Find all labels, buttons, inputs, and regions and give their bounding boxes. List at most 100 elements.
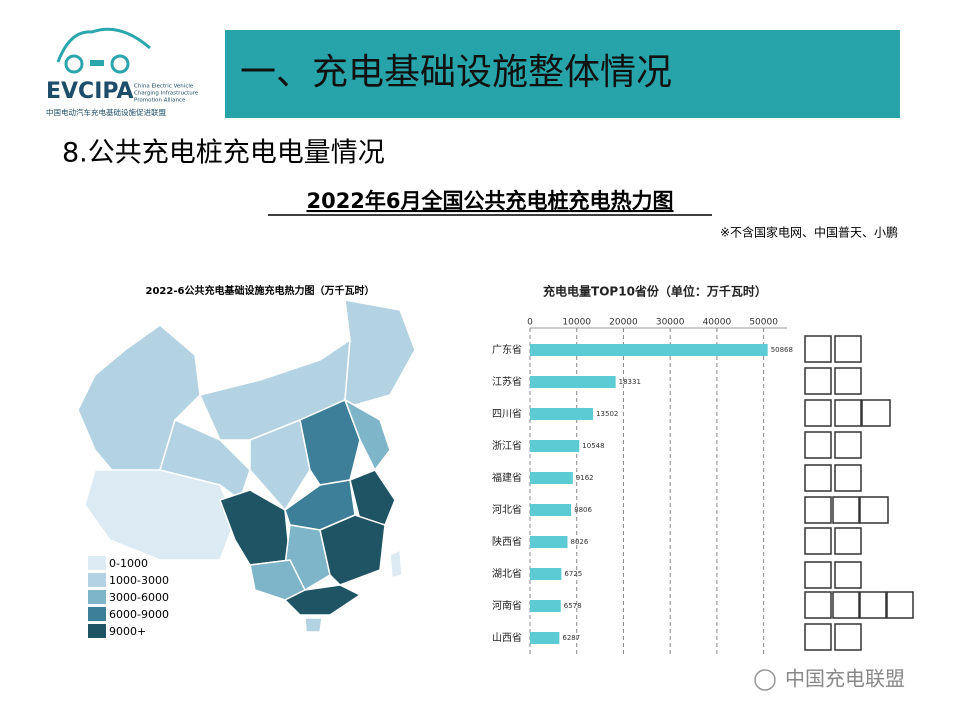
vehicle-icons bbox=[804, 335, 914, 651]
y-tick-label: 河北省 bbox=[492, 503, 522, 516]
logo-subtitle: Promotion Alliance bbox=[134, 98, 186, 104]
x-tick-label: 0 bbox=[527, 318, 533, 328]
bar bbox=[530, 632, 560, 644]
note: ※不含国家电网、中国普天、小鹏 bbox=[720, 225, 898, 240]
bar bbox=[530, 440, 580, 452]
x-tick-label: 10000 bbox=[562, 318, 591, 328]
y-tick-label: 福建省 bbox=[492, 471, 522, 484]
y-tick-label: 河南省 bbox=[492, 599, 522, 612]
icon bbox=[859, 591, 887, 619]
logo-arc bbox=[56, 27, 151, 63]
icon bbox=[834, 335, 862, 363]
icon bbox=[859, 496, 889, 524]
legend-label: 3000-6000 bbox=[109, 591, 169, 604]
icon bbox=[804, 527, 832, 555]
icon bbox=[886, 591, 914, 619]
value-label: 8806 bbox=[574, 506, 592, 514]
logo-subtitle: Charging Infrastructure bbox=[134, 91, 199, 97]
icon bbox=[834, 527, 862, 555]
watermark-icon bbox=[754, 669, 776, 691]
icon bbox=[804, 399, 832, 427]
icon bbox=[834, 464, 862, 492]
logo-wheel bbox=[110, 54, 130, 74]
logo-chinese: 中国电动汽车充电基础设施促进联盟 bbox=[46, 107, 166, 117]
map-region bbox=[344, 299, 416, 406]
icon bbox=[861, 399, 891, 427]
y-tick-label: 四川省 bbox=[492, 407, 522, 420]
map-region bbox=[349, 469, 396, 526]
watermark: 中国充电联盟 bbox=[785, 667, 905, 691]
value-label: 9162 bbox=[576, 474, 594, 482]
legend-label: 9000+ bbox=[109, 625, 146, 638]
chart-title: 充电电量TOP10省份（单位：万千瓦时） bbox=[543, 284, 767, 299]
legend-swatch bbox=[88, 573, 106, 587]
logo-plug bbox=[90, 60, 104, 66]
bar bbox=[530, 344, 768, 356]
legend-swatch bbox=[88, 607, 106, 621]
y-tick-label: 广东省 bbox=[492, 343, 522, 356]
icon bbox=[804, 335, 832, 363]
legend-label: 0-1000 bbox=[109, 557, 148, 570]
legend-swatch bbox=[88, 590, 106, 604]
map-region bbox=[283, 584, 362, 616]
y-tick-label: 湖北省 bbox=[492, 567, 522, 580]
legend-swatch bbox=[88, 556, 106, 570]
icon bbox=[834, 623, 862, 651]
map-region bbox=[319, 514, 386, 586]
value-label: 18331 bbox=[619, 378, 641, 386]
icon bbox=[832, 496, 860, 524]
icon bbox=[832, 591, 860, 619]
section-title: 8.公共充电桩充电电量情况 bbox=[62, 138, 385, 169]
logo-wheel bbox=[64, 54, 84, 74]
map-title: 2022-6公共充电基础设施充电热力图（万千瓦时） bbox=[146, 284, 375, 297]
x-tick-label: 40000 bbox=[703, 318, 732, 328]
icon bbox=[834, 399, 862, 427]
title-banner bbox=[225, 30, 900, 118]
logo-subtitle: China Electric Vehicle bbox=[134, 84, 194, 90]
heading: 2022年6月全国公共充电桩充电热力图 bbox=[306, 189, 673, 213]
x-tick-label: 20000 bbox=[609, 318, 638, 328]
icon bbox=[834, 561, 862, 589]
x-tick-label: 30000 bbox=[656, 318, 685, 328]
y-tick-label: 陕西省 bbox=[492, 535, 522, 548]
map-region bbox=[389, 548, 403, 579]
legend-swatch bbox=[88, 624, 106, 638]
bar bbox=[530, 536, 568, 548]
icon bbox=[804, 623, 832, 651]
icon bbox=[804, 367, 832, 395]
value-label: 13502 bbox=[596, 410, 618, 418]
icon bbox=[804, 464, 832, 492]
value-label: 50868 bbox=[771, 346, 793, 354]
icon bbox=[804, 431, 832, 459]
icon bbox=[804, 496, 832, 524]
bar bbox=[530, 376, 616, 388]
logo-text: EVCIPA bbox=[46, 79, 134, 104]
legend-label: 6000-9000 bbox=[109, 608, 169, 621]
map-legend: 0-1000 1000-3000 3000-6000 6000-9000 9000+ bbox=[88, 556, 169, 638]
icon bbox=[834, 367, 862, 395]
legend-label: 1000-3000 bbox=[109, 574, 169, 587]
y-tick-label: 浙江省 bbox=[492, 439, 522, 452]
bar bbox=[530, 600, 561, 612]
value-label: 6725 bbox=[564, 570, 582, 578]
y-tick-label: 江苏省 bbox=[492, 375, 522, 388]
slide-title: 一、充电基础设施整体情况 bbox=[240, 52, 672, 93]
bar bbox=[530, 472, 573, 484]
bar bbox=[530, 568, 562, 580]
icon bbox=[804, 591, 832, 619]
value-label: 10548 bbox=[582, 442, 604, 450]
value-label: 8026 bbox=[571, 538, 589, 546]
bar bbox=[530, 504, 572, 516]
icon bbox=[804, 561, 832, 589]
icon bbox=[834, 431, 862, 459]
y-tick-label: 山西省 bbox=[492, 631, 522, 644]
map bbox=[77, 299, 416, 633]
bar bbox=[530, 408, 594, 420]
value-label: 6287 bbox=[562, 634, 580, 642]
map-region bbox=[343, 398, 391, 472]
value-label: 6578 bbox=[564, 602, 582, 610]
map-region bbox=[249, 418, 311, 512]
map-region bbox=[304, 617, 323, 633]
